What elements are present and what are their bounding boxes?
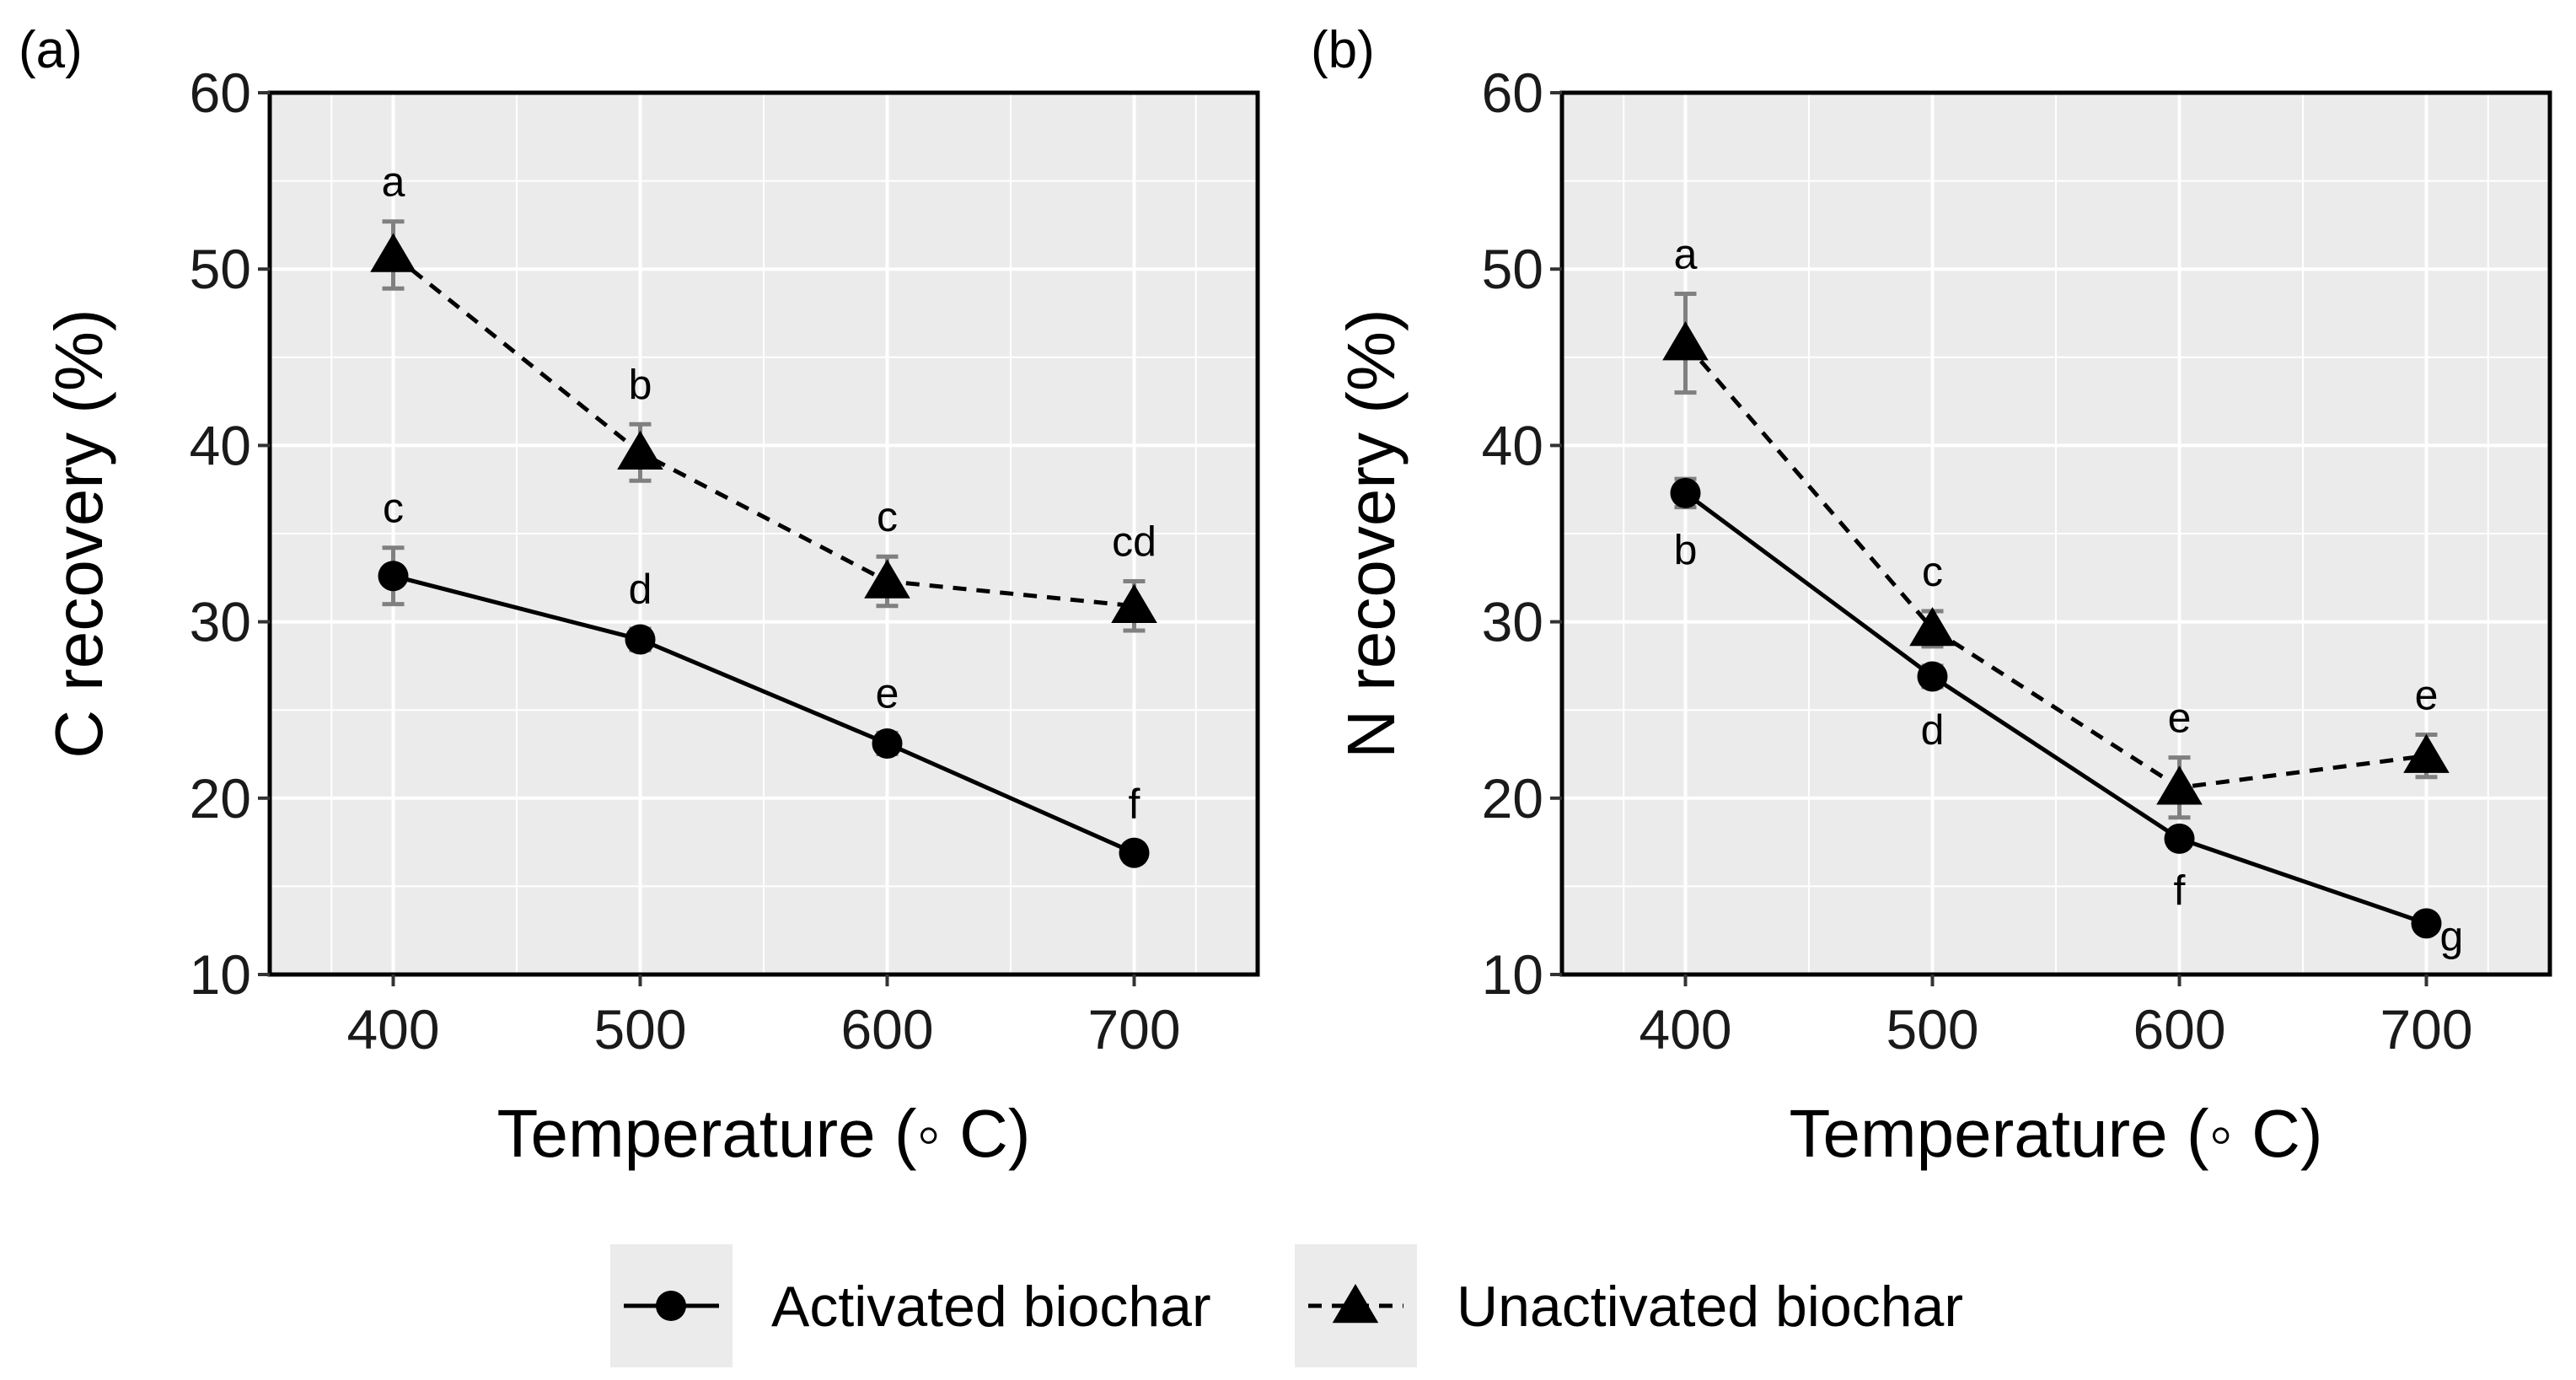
- x-tick-label: 600: [2133, 998, 2225, 1061]
- y-tick-label: 40: [1482, 414, 1543, 476]
- activated-sig-label: c: [383, 485, 404, 532]
- unactivated-sig-label: a: [1674, 230, 1698, 277]
- y-tick-label: 60: [1482, 62, 1543, 124]
- unactivated-point: [1662, 321, 1709, 361]
- y-tick-label: 20: [1482, 767, 1543, 830]
- activated-sig-label: e: [876, 669, 899, 717]
- y-tick-label: 30: [190, 591, 251, 653]
- y-tick-label: 10: [190, 943, 251, 1006]
- activated-line: [1684, 491, 2428, 926]
- unactivated-sig-label: cd: [1112, 518, 1157, 565]
- activated-sig-label: g: [2440, 912, 2464, 959]
- panel-a: 10 20 30 40 50 60 400 500 600 700 Temperature (◦ C…: [19, 21, 1260, 1171]
- legend-circle-marker: [656, 1291, 686, 1321]
- unactivated-sig-label: a: [382, 158, 405, 206]
- activated-point: [378, 561, 409, 592]
- unactivated-point: [2156, 765, 2203, 805]
- y-tick-label: 20: [190, 767, 251, 830]
- activated-sig-label: b: [1674, 527, 1698, 574]
- unactivated-sig-label: e: [2415, 671, 2439, 718]
- unactivated-point: [1909, 606, 1956, 647]
- y-tick-label: 50: [190, 238, 251, 300]
- unactivated-line: [1683, 341, 2427, 790]
- unactivated-sig-label: c: [877, 493, 898, 540]
- activated-point: [872, 728, 903, 759]
- panel-label: (a): [19, 21, 83, 79]
- activated-line: [392, 573, 1135, 855]
- x-tick-label: 400: [1639, 998, 1731, 1061]
- legend-label: Activated biochar: [771, 1275, 1211, 1339]
- activated-point: [2164, 823, 2195, 854]
- activated-point: [2411, 908, 2442, 939]
- panel-label: (b): [1311, 21, 1375, 79]
- y-axis-title: C recovery (%): [41, 309, 116, 758]
- panel-b: 10 20 30 40 50 60 400 500 600 700 Temperature (◦ C…: [1311, 21, 2552, 1171]
- unactivated-line: [391, 253, 1135, 609]
- activated-sig-label: f: [2174, 867, 2186, 914]
- unactivated-point: [2403, 733, 2450, 773]
- y-tick-label: 60: [190, 62, 251, 124]
- unactivated-point: [370, 233, 416, 272]
- x-tick-label: 400: [346, 998, 439, 1061]
- unactivated-sig-label: b: [629, 361, 652, 408]
- x-axis-title: Temperature (◦ C): [497, 1096, 1031, 1171]
- activated-point: [1119, 837, 1150, 868]
- plot-border: [267, 90, 1260, 977]
- legend-triangle-marker: [1332, 1284, 1379, 1324]
- unactivated-point: [617, 430, 663, 470]
- x-tick-label: 500: [593, 998, 686, 1061]
- x-tick-label: 500: [1886, 998, 1978, 1061]
- unactivated-sig-label: e: [2168, 695, 2192, 742]
- unactivated-point: [1111, 583, 1157, 624]
- y-tick-label: 10: [1482, 943, 1543, 1006]
- y-tick-label: 50: [1482, 238, 1543, 300]
- unactivated-sig-label: c: [1922, 548, 1943, 595]
- y-tick-label: 40: [190, 414, 251, 476]
- activated-point: [1670, 477, 1701, 508]
- x-tick-label: 700: [1087, 998, 1180, 1061]
- y-tick-label: 30: [1482, 591, 1543, 653]
- x-tick-label: 600: [840, 998, 933, 1061]
- legend: Activated biochar Unactivated biochar: [610, 1244, 1963, 1367]
- activated-point: [625, 624, 656, 655]
- y-axis-title: N recovery (%): [1334, 309, 1409, 758]
- activated-sig-label: f: [1129, 781, 1140, 828]
- legend-label: Unactivated biochar: [1457, 1275, 1963, 1339]
- unactivated-point: [864, 559, 910, 599]
- plot-border: [1559, 90, 2552, 977]
- x-axis-title: Temperature (◦ C): [1790, 1096, 2323, 1171]
- activated-sig-label: d: [629, 566, 652, 613]
- activated-sig-label: d: [1921, 706, 1945, 754]
- x-tick-label: 700: [2380, 998, 2472, 1061]
- activated-point: [1917, 661, 1948, 692]
